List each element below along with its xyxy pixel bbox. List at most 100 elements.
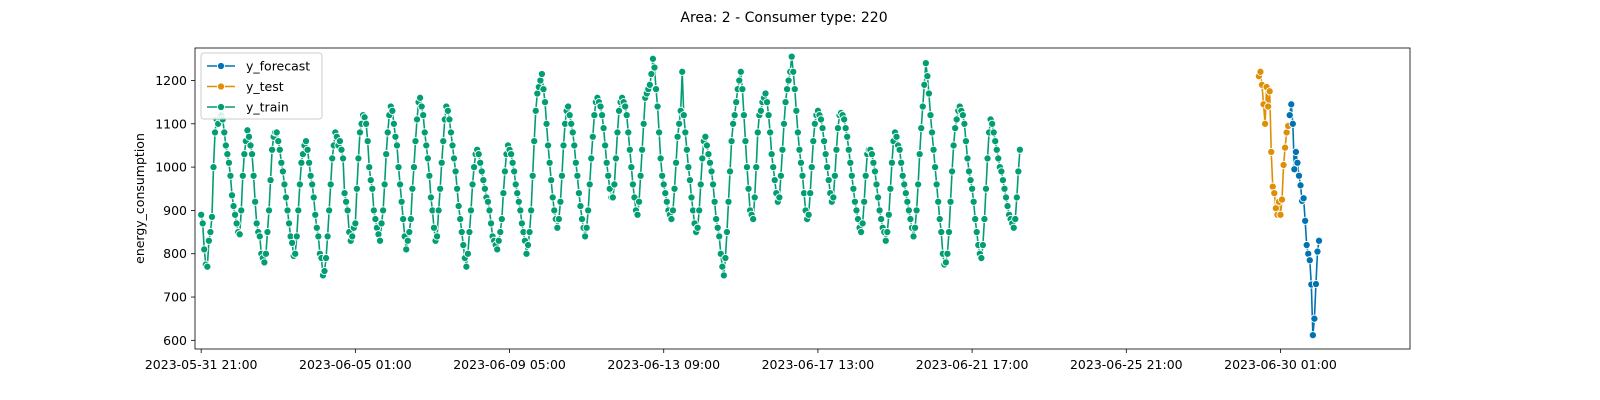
data-point-y_train <box>983 154 992 163</box>
data-point-y_train <box>274 137 283 146</box>
data-point-y_train <box>422 141 431 150</box>
data-point-y_train <box>820 137 829 146</box>
data-point-y_train <box>297 158 306 167</box>
data-point-y_train <box>918 102 927 111</box>
data-point-y_train <box>912 206 921 215</box>
data-point-y_test <box>1279 160 1288 169</box>
data-point-y_train <box>1003 202 1012 211</box>
data-point-y_train <box>224 158 233 167</box>
data-point-y_train <box>362 119 371 128</box>
data-point-y_train <box>809 137 818 146</box>
data-point-y_train <box>371 215 380 224</box>
data-point-y_train <box>446 128 456 137</box>
data-point-y_train <box>898 171 907 180</box>
data-point-y_train <box>670 184 679 193</box>
legend-marker-y_forecast <box>216 61 226 71</box>
x-tick-label: 2023-06-21 17:00 <box>916 357 1029 372</box>
data-point-y_train <box>661 189 670 198</box>
data-point-y_train <box>679 111 688 120</box>
data-point-y_train <box>439 137 448 146</box>
data-point-y_forecast <box>1291 147 1300 156</box>
data-point-y_train <box>946 197 955 206</box>
data-point-y_train <box>577 215 587 224</box>
data-point-y_train <box>325 206 334 215</box>
data-point-y_train <box>326 180 335 189</box>
data-point-y_forecast <box>1308 331 1317 340</box>
data-point-y_train <box>497 215 506 224</box>
data-point-y_train <box>943 249 952 258</box>
data-point-y_train <box>725 167 735 176</box>
data-point-y_train <box>264 206 274 215</box>
data-point-y_train <box>272 128 281 137</box>
data-point-y_train <box>223 150 232 159</box>
data-point-y_train <box>292 232 301 241</box>
data-point-y_test <box>1268 182 1277 191</box>
data-point-y_train <box>295 180 304 189</box>
data-point-y_train <box>935 215 944 224</box>
data-point-y_train <box>266 176 275 185</box>
data-point-y_train <box>588 132 597 141</box>
data-point-y_train <box>207 212 217 221</box>
data-point-y_train <box>633 210 642 219</box>
data-point-y_train <box>798 171 807 180</box>
chart-title: Area: 2 - Consumer type: 220 <box>680 10 887 26</box>
plot-frame <box>194 47 1411 350</box>
data-point-y_train <box>964 167 974 176</box>
data-point-y_train <box>753 128 762 137</box>
data-point-y_train <box>466 206 476 215</box>
data-point-y_train <box>437 158 446 167</box>
data-point-y_train <box>517 219 526 228</box>
data-point-y_train <box>596 102 605 111</box>
data-point-y_train <box>693 223 702 232</box>
data-point-y_train <box>840 115 849 124</box>
data-point-y_train <box>920 80 929 89</box>
data-point-y_train <box>510 167 519 176</box>
data-point-y_train <box>374 230 383 239</box>
data-point-y_train <box>476 158 485 167</box>
data-point-y_train <box>383 128 392 137</box>
data-point-y_train <box>909 232 918 241</box>
data-point-y_train <box>884 210 893 219</box>
data-point-y_train <box>869 158 878 167</box>
data-point-y_train <box>565 111 574 120</box>
data-point-y_train <box>655 128 664 137</box>
data-point-y_train <box>901 189 910 198</box>
data-point-y_train <box>804 210 813 219</box>
y-tick-label: 900 <box>163 203 187 218</box>
data-point-y_train <box>244 132 254 141</box>
legend-label-y_test: y_test <box>246 79 284 94</box>
data-point-y_train <box>524 241 533 250</box>
data-point-y_train <box>981 184 991 193</box>
data-point-y_train <box>417 102 426 111</box>
data-point-y_train <box>929 145 938 154</box>
data-point-y_train <box>895 145 904 154</box>
data-point-y_train <box>229 202 238 211</box>
data-point-y_train <box>932 180 941 189</box>
data-point-y_train <box>574 189 583 198</box>
data-point-y_train <box>810 119 819 128</box>
data-point-y_forecast <box>1288 119 1297 128</box>
data-point-y_train <box>508 158 517 167</box>
data-point-y_train <box>235 230 244 239</box>
data-point-y_train <box>426 193 435 202</box>
data-point-y_train <box>220 128 229 137</box>
x-tick-label: 2023-06-25 21:00 <box>1070 357 1183 372</box>
data-point-y_train <box>527 206 536 215</box>
data-point-y_train <box>420 128 429 137</box>
data-point-y_test <box>1267 147 1276 156</box>
series-y_forecast <box>1285 100 1324 340</box>
data-point-y_test <box>1264 102 1273 111</box>
data-point-y_train <box>952 115 961 124</box>
data-point-y_train <box>638 145 647 154</box>
data-point-y_forecast <box>1296 181 1305 190</box>
data-point-y_train <box>778 145 787 154</box>
data-point-y_train <box>921 59 930 68</box>
data-point-y_train <box>915 150 924 159</box>
series-y_train <box>197 52 1024 280</box>
data-point-y_train <box>314 232 323 241</box>
data-point-y_train <box>564 102 573 111</box>
data-point-y_train <box>335 137 344 146</box>
data-point-y_train <box>463 249 472 258</box>
data-point-y_train <box>648 54 657 63</box>
data-point-y_train <box>779 119 789 128</box>
